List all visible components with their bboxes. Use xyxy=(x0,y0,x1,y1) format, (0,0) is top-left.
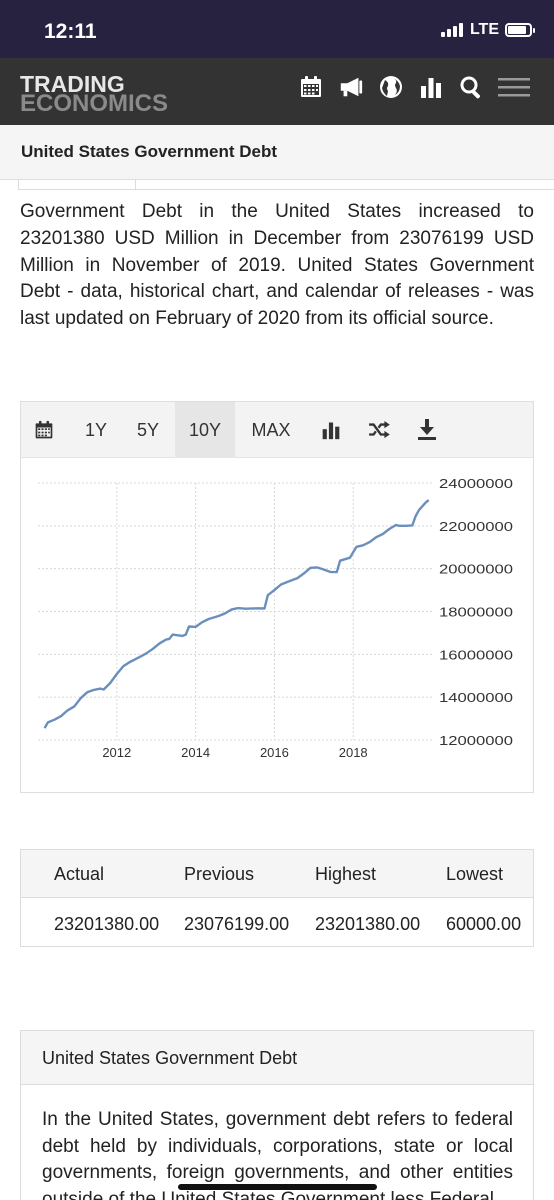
value-highest: 23201380.00 xyxy=(315,914,421,934)
network-type: LTE xyxy=(469,21,499,38)
x-tick-label: 2018 xyxy=(339,745,368,760)
range-5y-button[interactable]: 5Y xyxy=(136,419,160,440)
header-lowest: Lowest xyxy=(446,864,504,884)
menu-icon[interactable] xyxy=(498,72,530,102)
info-card: United States Government Debt In the Uni… xyxy=(20,1030,534,1200)
y-tick-label: 16000000 xyxy=(439,647,513,662)
summary-table: Actual Previous Highest Lowest 23201380.… xyxy=(20,849,534,947)
value-previous: 23076199.00 xyxy=(184,914,290,934)
y-tick-label: 18000000 xyxy=(439,605,513,620)
logo-line-2: ECONOMICS xyxy=(20,90,169,117)
range-max-button[interactable]: MAX xyxy=(251,419,291,440)
x-tick-label: 2014 xyxy=(181,745,210,760)
info-card-header: United States Government Debt xyxy=(21,1031,533,1085)
y-tick-label: 14000000 xyxy=(439,690,513,705)
value-actual: 23201380.00 xyxy=(54,914,160,934)
y-tick-label: 22000000 xyxy=(439,519,513,534)
signal-strength-icon xyxy=(440,23,463,37)
chart-card: 1Y 5Y 10Y MAX 24000000 22000000 20000000 18… xyxy=(20,401,534,793)
page-description: Government Debt in the United States inc… xyxy=(20,201,534,330)
globe-icon[interactable] xyxy=(378,72,404,102)
search-icon[interactable] xyxy=(458,72,484,102)
app-header: TRADING ECONOMICS xyxy=(0,58,554,125)
status-time: 12:11 xyxy=(44,20,97,43)
tab-stub[interactable] xyxy=(18,180,136,190)
y-tick-label: 20000000 xyxy=(439,562,513,577)
page-title: United States Government Debt xyxy=(21,142,277,161)
info-card-body: In the United States, government debt re… xyxy=(42,1109,513,1200)
page-title-bar: United States Government Debt xyxy=(0,125,554,180)
chart-toolbar: 1Y 5Y 10Y MAX xyxy=(21,402,533,458)
megaphone-icon[interactable] xyxy=(338,72,364,102)
info-card-title: United States Government Debt xyxy=(42,1048,298,1068)
calendar-icon[interactable] xyxy=(27,402,61,458)
summary-header-row: Actual Previous Highest Lowest xyxy=(21,850,533,898)
bar-chart-icon[interactable] xyxy=(418,72,444,102)
header-actions xyxy=(298,72,530,102)
divider xyxy=(136,189,554,190)
status-indicators: LTE xyxy=(440,21,535,39)
range-1y-button[interactable]: 1Y xyxy=(84,419,108,440)
site-logo[interactable]: TRADING ECONOMICS xyxy=(20,71,169,117)
header-actual: Actual xyxy=(54,864,105,884)
header-highest: Highest xyxy=(315,864,377,884)
logo-line-1: TRADING xyxy=(20,71,125,97)
calendar-icon[interactable] xyxy=(298,72,324,102)
y-tick-label: 12000000 xyxy=(439,733,513,748)
download-icon[interactable] xyxy=(411,402,443,458)
x-tick-label: 2016 xyxy=(260,745,289,760)
y-tick-label: 24000000 xyxy=(439,476,513,491)
series-line xyxy=(43,499,430,729)
debt-line-chart: 24000000 22000000 20000000 18000000 16000000… xyxy=(38,476,513,760)
range-10y-button[interactable]: 10Y xyxy=(175,402,235,458)
x-tick-label: 2012 xyxy=(102,745,131,760)
bar-chart-icon[interactable] xyxy=(315,402,347,458)
value-lowest: 60000.00 xyxy=(446,914,522,934)
home-indicator xyxy=(178,1184,377,1190)
status-bar: 12:11 LTE xyxy=(0,0,554,58)
header-previous: Previous xyxy=(184,864,255,884)
shuffle-icon[interactable] xyxy=(363,402,395,458)
battery-icon xyxy=(505,23,535,37)
